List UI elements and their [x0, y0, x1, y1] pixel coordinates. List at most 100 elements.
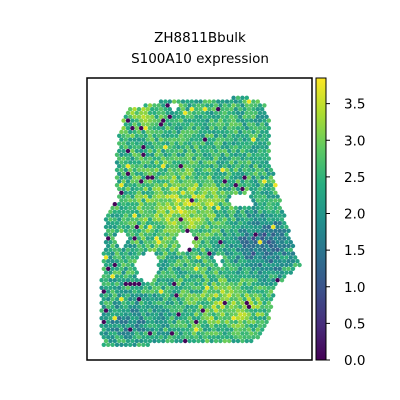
- spot: [185, 312, 189, 316]
- spot: [170, 156, 174, 160]
- spot: [130, 217, 134, 221]
- spot: [135, 232, 139, 236]
- spot: [183, 217, 187, 221]
- spot: [214, 187, 218, 191]
- spot: [201, 126, 205, 130]
- spot: [183, 263, 187, 267]
- spot: [201, 217, 205, 221]
- spot: [214, 172, 218, 176]
- spot: [108, 270, 112, 274]
- spot: [168, 160, 172, 164]
- spot: [207, 99, 211, 103]
- spot: [150, 297, 154, 301]
- spot: [110, 213, 114, 217]
- spot: [102, 343, 106, 347]
- spot: [205, 316, 209, 320]
- spot: [128, 274, 132, 278]
- spot: [256, 335, 260, 339]
- spot: [269, 221, 273, 225]
- spot: [106, 289, 110, 293]
- spot: [113, 293, 117, 297]
- spot: [190, 175, 194, 179]
- spot: [146, 213, 150, 217]
- spot: [179, 141, 183, 145]
- spot: [148, 308, 152, 312]
- spot: [168, 305, 172, 309]
- spot: [251, 175, 255, 179]
- spot: [119, 282, 123, 286]
- spot: [130, 179, 134, 183]
- spot: [234, 130, 238, 134]
- spot: [170, 286, 174, 290]
- spot: [258, 331, 262, 335]
- spot: [137, 327, 141, 331]
- spot: [154, 137, 158, 141]
- spot: [126, 172, 130, 176]
- spot: [251, 213, 255, 217]
- spot: [264, 244, 268, 248]
- spot: [163, 191, 167, 195]
- spot: [163, 267, 167, 271]
- spot: [223, 149, 227, 153]
- spot: [154, 206, 158, 210]
- spot: [130, 286, 134, 290]
- spot: [249, 164, 253, 168]
- spot: [181, 312, 185, 316]
- spot: [245, 240, 249, 244]
- spot: [137, 320, 141, 324]
- spot: [240, 263, 244, 267]
- spot: [135, 194, 139, 198]
- spot: [258, 172, 262, 176]
- spot: [236, 339, 240, 343]
- spot: [225, 267, 229, 271]
- spot: [218, 187, 222, 191]
- spot: [196, 308, 200, 312]
- spot: [168, 191, 172, 195]
- spot: [104, 240, 108, 244]
- spot: [260, 274, 264, 278]
- spot: [146, 320, 150, 324]
- spot: [181, 320, 185, 324]
- spot: [198, 198, 202, 202]
- spot: [143, 308, 147, 312]
- spot: [187, 255, 191, 259]
- spot: [240, 248, 244, 252]
- spot: [203, 107, 207, 111]
- spot: [176, 267, 180, 271]
- spot: [256, 145, 260, 149]
- spot: [174, 301, 178, 305]
- spot: [157, 278, 161, 282]
- spot: [115, 229, 119, 233]
- spot: [278, 259, 282, 263]
- spot: [251, 236, 255, 240]
- spot: [102, 282, 106, 286]
- spot: [104, 286, 108, 290]
- spot: [110, 251, 114, 255]
- spot: [247, 175, 251, 179]
- spot: [209, 103, 213, 107]
- spot: [196, 118, 200, 122]
- spot: [275, 210, 279, 214]
- spot: [130, 240, 134, 244]
- spot: [161, 308, 165, 312]
- spot: [137, 122, 141, 126]
- spot: [198, 153, 202, 157]
- spot: [225, 168, 229, 172]
- spot: [291, 244, 295, 248]
- spot: [174, 278, 178, 282]
- spot: [185, 183, 189, 187]
- spot: [251, 327, 255, 331]
- spot: [245, 156, 249, 160]
- spot: [121, 134, 125, 138]
- spot: [209, 149, 213, 153]
- spot: [209, 286, 213, 290]
- spot: [185, 175, 189, 179]
- spot: [220, 175, 224, 179]
- spot: [203, 206, 207, 210]
- spot: [207, 251, 211, 255]
- spot: [135, 156, 139, 160]
- spot: [143, 111, 147, 115]
- spot: [207, 168, 211, 172]
- spot: [172, 305, 176, 309]
- spot: [163, 183, 167, 187]
